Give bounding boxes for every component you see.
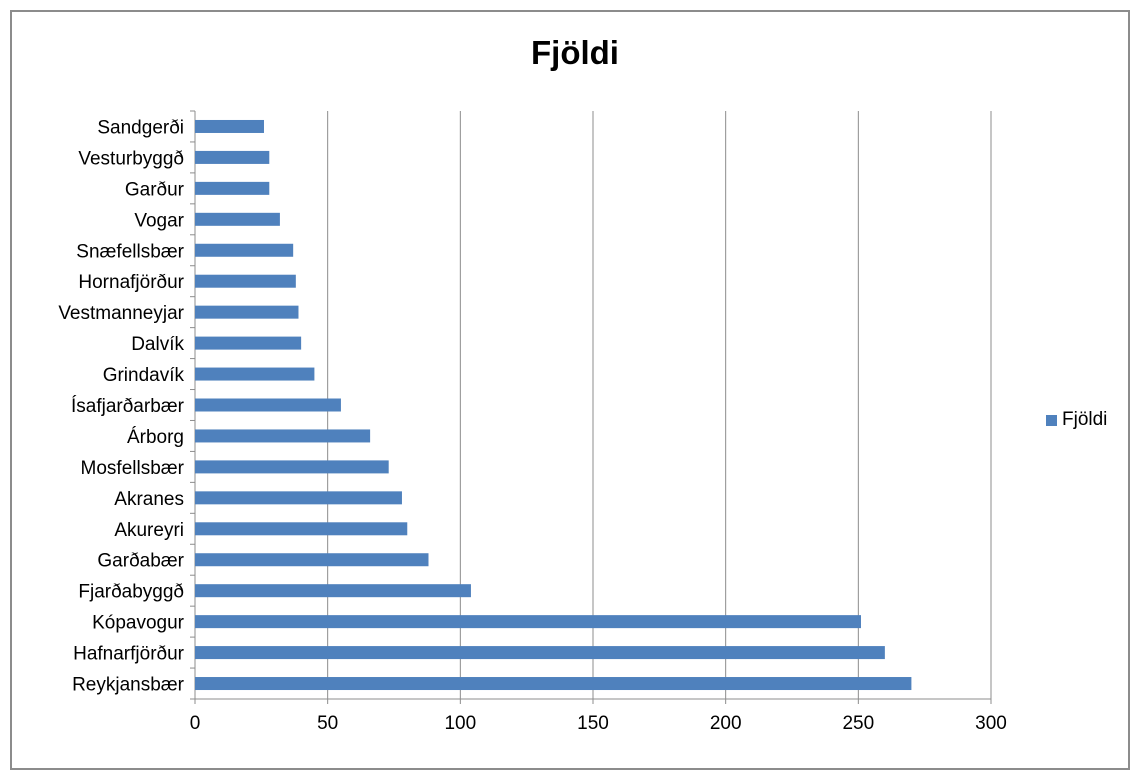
category-label-4: Snæfellsbær bbox=[76, 241, 184, 262]
bar-2 bbox=[195, 181, 270, 195]
bar-14 bbox=[195, 553, 429, 567]
category-label-17: Hafnarfjörður bbox=[73, 644, 185, 665]
category-label-1: Vesturbyggð bbox=[78, 148, 184, 169]
bar-15 bbox=[195, 584, 471, 598]
category-label-11: Mosfellsbær bbox=[81, 458, 185, 479]
bar-10 bbox=[195, 429, 371, 443]
bar-9 bbox=[195, 398, 341, 412]
category-label-0: Sandgerði bbox=[97, 117, 184, 138]
category-label-3: Vogar bbox=[134, 210, 184, 231]
bar-3 bbox=[195, 212, 280, 226]
x-tick-label-0: 0 bbox=[190, 713, 201, 734]
x-tick-label-200: 200 bbox=[710, 713, 742, 734]
bar-4 bbox=[195, 243, 294, 257]
bar-16 bbox=[195, 615, 861, 629]
category-label-10: Árborg bbox=[127, 427, 184, 448]
category-label-12: Akranes bbox=[114, 489, 184, 510]
category-label-15: Fjarðabyggð bbox=[78, 582, 184, 603]
bar-18 bbox=[195, 677, 912, 691]
x-tick-label-300: 300 bbox=[975, 713, 1007, 734]
bar-13 bbox=[195, 522, 408, 536]
category-label-6: Vestmanneyjar bbox=[58, 303, 184, 324]
category-label-7: Dalvík bbox=[131, 334, 184, 355]
category-label-2: Garður bbox=[125, 179, 185, 200]
legend: Fjöldi bbox=[1046, 409, 1107, 431]
bar-5 bbox=[195, 274, 296, 288]
bar-8 bbox=[195, 367, 315, 381]
chart-area bbox=[10, 10, 1130, 770]
category-label-8: Grindavík bbox=[103, 365, 185, 386]
x-tick-label-100: 100 bbox=[444, 713, 476, 734]
bar-0 bbox=[195, 119, 264, 133]
bar-6 bbox=[195, 305, 299, 319]
bar-11 bbox=[195, 460, 389, 474]
chart-title: Fjöldi bbox=[531, 34, 619, 71]
category-label-14: Garðabær bbox=[97, 551, 184, 572]
bar-17 bbox=[195, 646, 885, 660]
bar-chart: 0 50 100 150 200 250 300 Sandgerði Vesturbyggð Ga… bbox=[58, 110, 1007, 734]
category-label-18: Reykjansbær bbox=[72, 675, 185, 696]
category-label-9: Ísafjarðarbær bbox=[71, 396, 185, 417]
bar-12 bbox=[195, 491, 402, 505]
x-tick-label-250: 250 bbox=[842, 713, 874, 734]
legend-swatch bbox=[1046, 414, 1057, 426]
bar-1 bbox=[195, 150, 270, 164]
legend-label: Fjöldi bbox=[1062, 409, 1108, 430]
x-tick-label-50: 50 bbox=[317, 713, 338, 734]
category-label-5: Hornafjörður bbox=[78, 272, 184, 293]
bar-7 bbox=[195, 336, 302, 350]
category-label-13: Akureyri bbox=[114, 520, 184, 541]
category-label-16: Kópavogur bbox=[92, 613, 185, 634]
x-tick-label-150: 150 bbox=[577, 713, 609, 734]
